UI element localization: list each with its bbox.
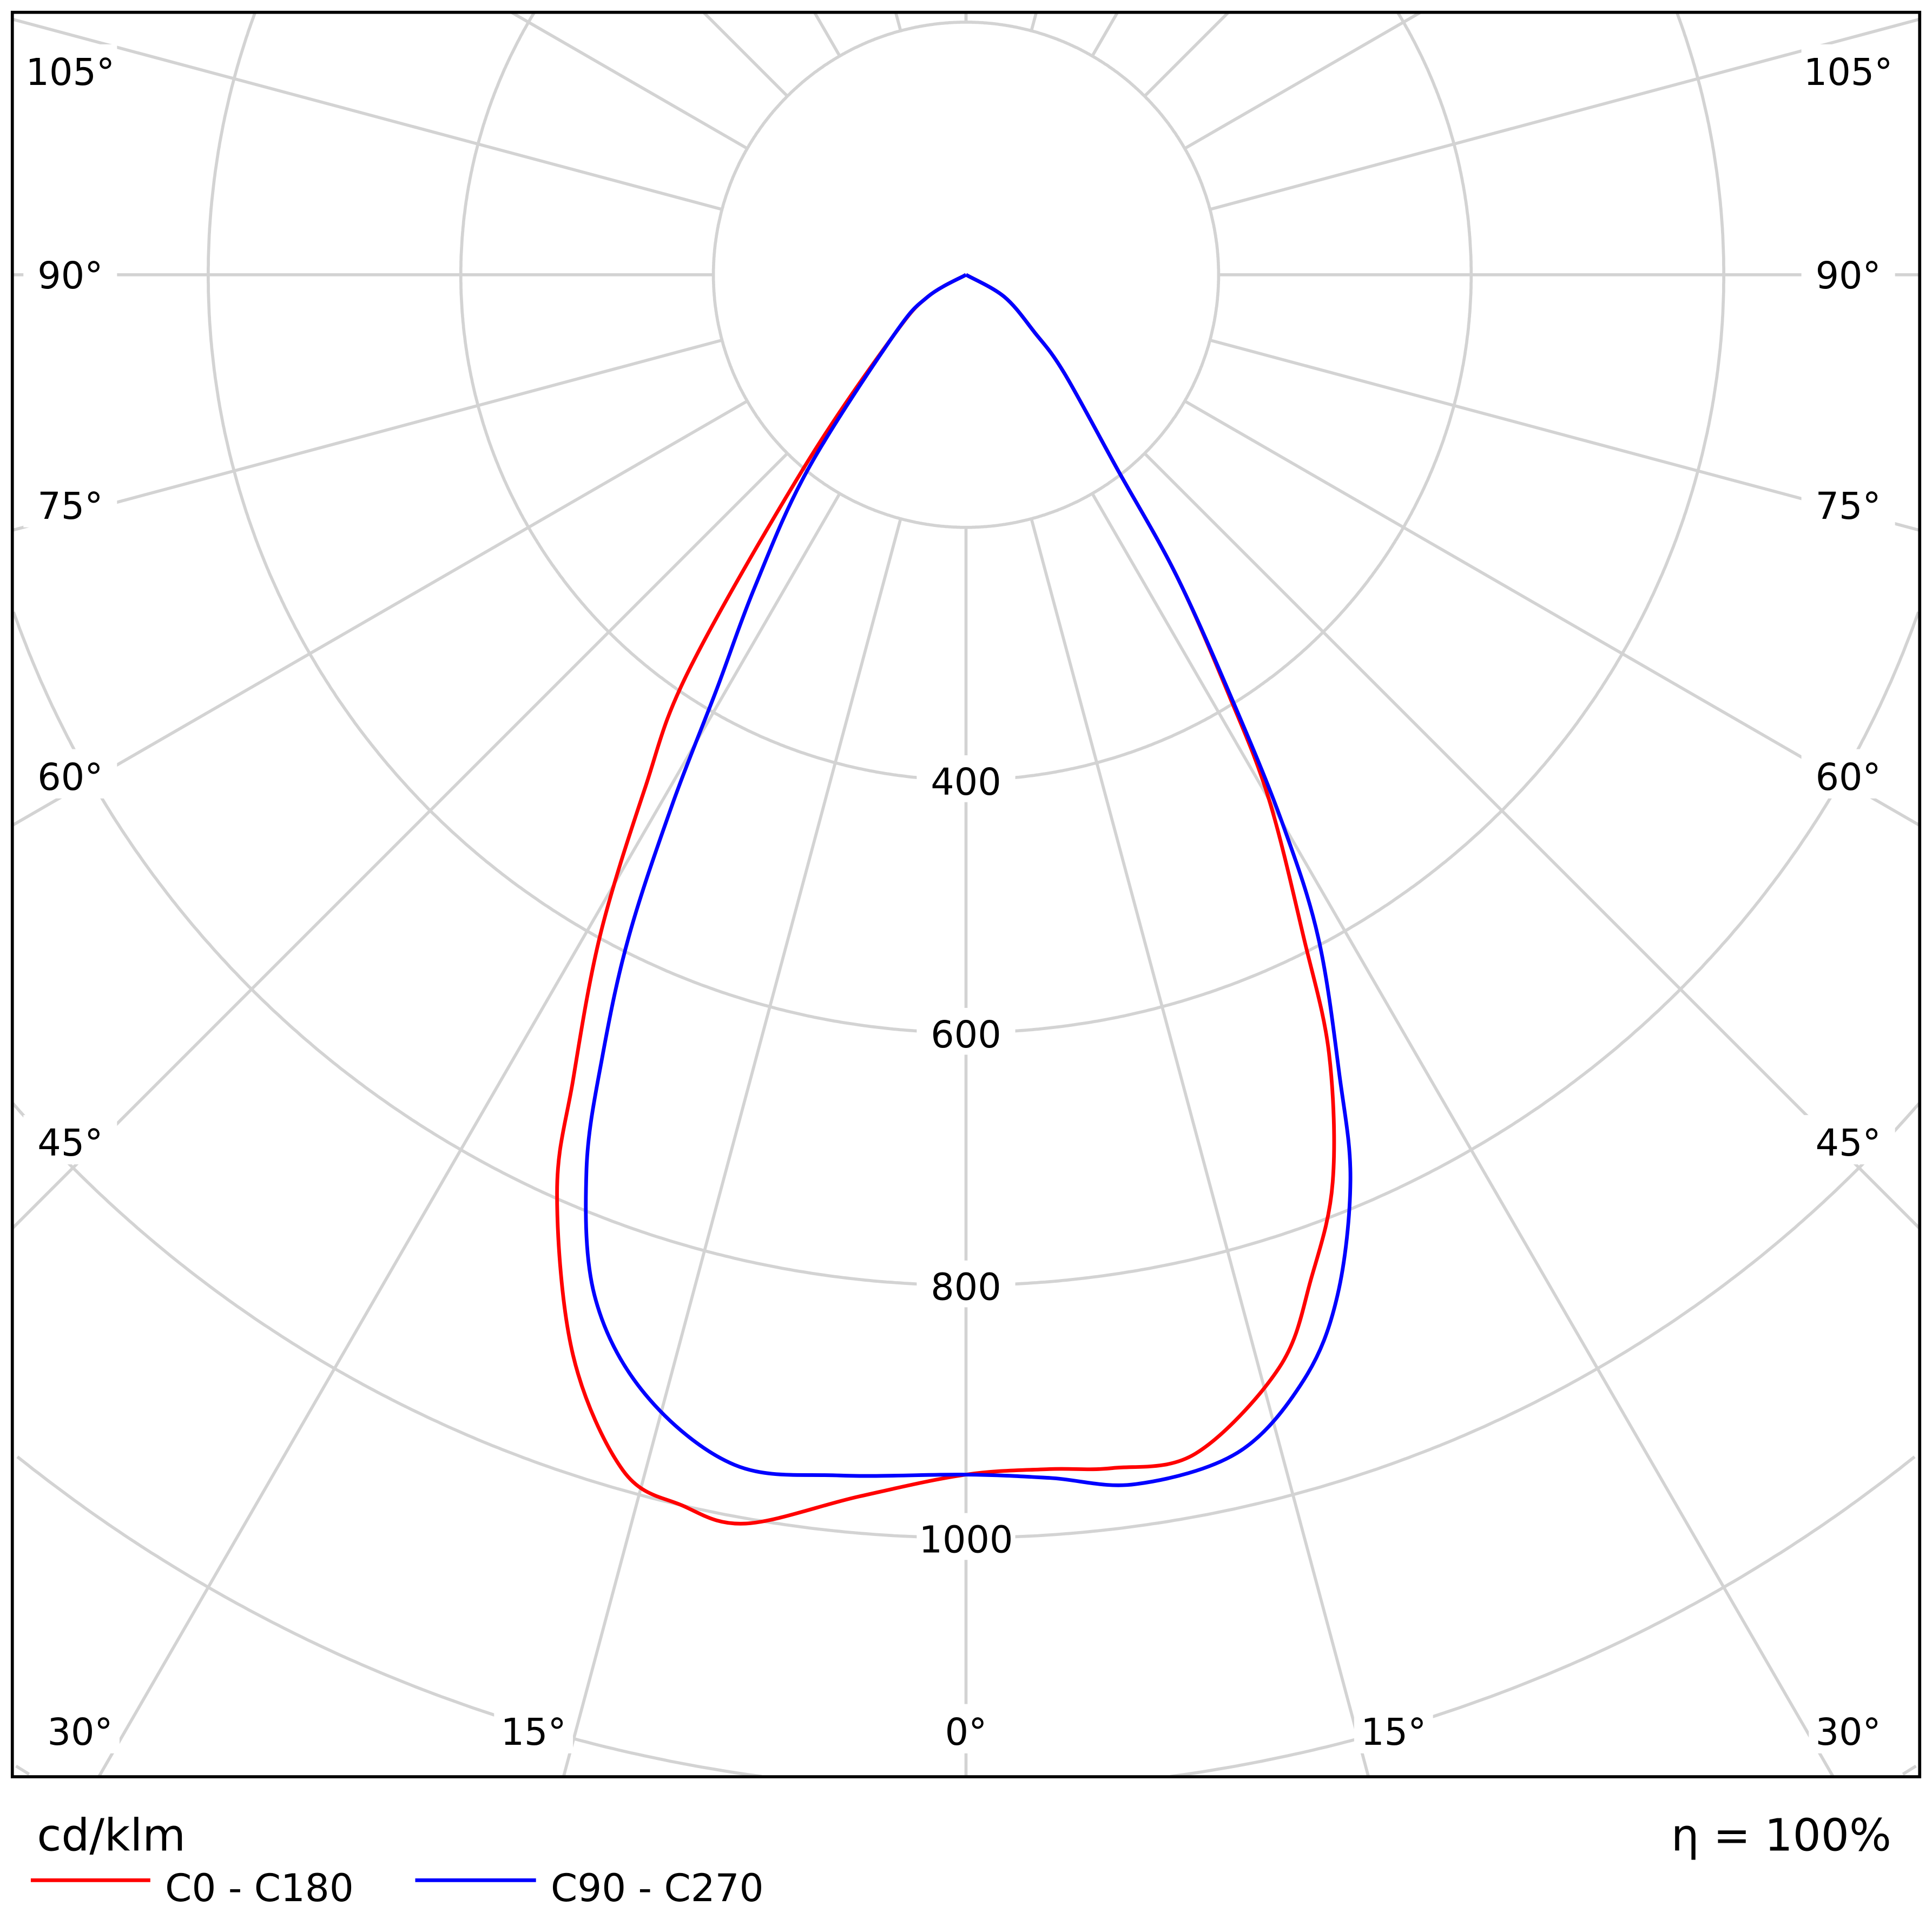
grid-spoke xyxy=(11,399,748,827)
grid-spoke xyxy=(562,518,902,1777)
label-bg xyxy=(916,1007,1016,1055)
angle-label-left: 45° xyxy=(37,1122,103,1165)
angle-label-bottom: 15° xyxy=(501,1711,566,1754)
grid-spoke xyxy=(1030,12,1038,31)
series-curve-c90-c270 xyxy=(584,273,1353,1487)
label-bg xyxy=(23,247,117,297)
grid-ring-1400 xyxy=(15,1764,1917,1776)
grid-ring-800 xyxy=(12,611,1920,1287)
label-bg xyxy=(1354,1704,1433,1753)
label-bg xyxy=(23,44,117,94)
label-bg xyxy=(1801,44,1895,94)
grid-ring-400 xyxy=(459,11,1473,782)
grid-ring-600 xyxy=(207,12,1725,1034)
label-bg xyxy=(1801,749,1895,799)
axis-labels: 400 600 800 1000 105° 105° 90° 90° 75° 75° 60° 60° 4… xyxy=(23,44,1895,1754)
label-bg xyxy=(916,1513,1016,1560)
grid-spoke xyxy=(1143,11,1230,97)
label-bg xyxy=(916,1260,1016,1308)
radial-tick-label: 600 xyxy=(931,1014,1001,1057)
legend-label-c0-c180: C0 - C180 xyxy=(165,1865,354,1910)
efficiency-label: η = 100% xyxy=(1671,1810,1891,1862)
grid-spoke xyxy=(12,17,723,211)
unit-label: cd/klm xyxy=(37,1810,186,1862)
grid-spoke xyxy=(1184,11,1422,150)
radial-tick-label: 800 xyxy=(931,1267,1001,1309)
label-bg xyxy=(494,1704,573,1753)
angle-label-bottom: 0° xyxy=(945,1711,987,1754)
grid-spoke xyxy=(894,12,902,31)
angle-label-right: 90° xyxy=(1816,255,1881,298)
radial-tick-label: 1000 xyxy=(919,1519,1013,1562)
grid-spoke xyxy=(1184,399,1921,827)
angle-label-bottom: 15° xyxy=(1361,1711,1426,1754)
grid-ring-1000 xyxy=(11,1102,1921,1540)
grid-spoke xyxy=(510,11,748,150)
label-bg xyxy=(23,749,117,799)
angle-label-right: 105° xyxy=(1804,51,1893,94)
angle-label-left: 90° xyxy=(37,255,103,298)
grid-spoke xyxy=(12,338,723,532)
angle-label-bottom: 30° xyxy=(1816,1711,1881,1754)
grid-ring-1200 xyxy=(16,1455,1916,1778)
angle-label-left: 60° xyxy=(37,756,103,799)
grid-spoke xyxy=(11,452,789,1230)
label-bg xyxy=(23,1115,117,1165)
label-bg xyxy=(1801,1115,1895,1165)
label-bg xyxy=(1801,478,1895,527)
label-bg xyxy=(916,755,1016,802)
label-bg xyxy=(1801,247,1895,297)
plot-frame xyxy=(10,10,1922,1778)
label-bg xyxy=(1809,1704,1888,1753)
grid-spoke xyxy=(1143,452,1921,1230)
angle-label-bottom: 30° xyxy=(47,1711,113,1754)
label-bg xyxy=(926,1704,1006,1753)
grid-spoke xyxy=(813,11,841,57)
radial-tick-label: 400 xyxy=(931,761,1001,804)
grid-spoke xyxy=(1030,518,1370,1777)
angle-label-right: 75° xyxy=(1816,485,1881,528)
label-bg xyxy=(41,1704,120,1753)
angle-label-left: 75° xyxy=(37,485,103,528)
angle-label-right: 60° xyxy=(1816,756,1881,799)
label-bg xyxy=(23,478,117,527)
grid-spoke xyxy=(702,11,789,97)
grid-spoke xyxy=(1091,492,1835,1778)
legend-label-c90-c270: C90 - C270 xyxy=(551,1865,764,1910)
grid-spoke xyxy=(1091,11,1119,57)
angle-label-right: 45° xyxy=(1816,1122,1881,1165)
angle-label-left: 105° xyxy=(26,51,115,94)
grid xyxy=(11,11,1921,1778)
grid-spoke xyxy=(97,492,841,1778)
curves xyxy=(555,273,1353,1526)
